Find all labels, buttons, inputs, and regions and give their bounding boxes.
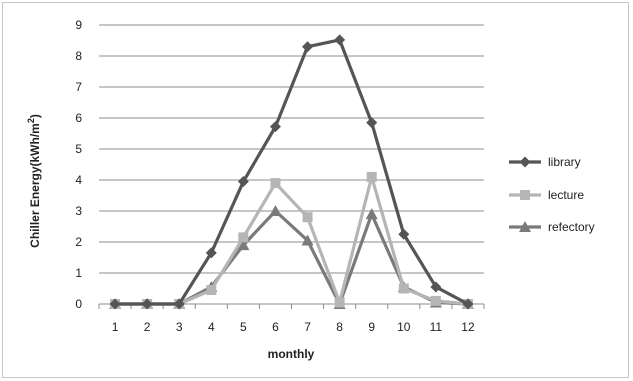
data-point-lecture [238,232,249,243]
y-tick-label: 4 [75,173,82,187]
data-point-library [141,298,153,310]
y-tick-label: 5 [75,142,82,156]
legend-item-lecture: lecture [509,188,584,202]
x-tick-label: 1 [112,320,119,334]
gridlines [99,24,484,305]
data-point-library [269,121,281,133]
data-point-lecture [334,297,345,308]
data-point-library [462,298,474,310]
data-point-library [366,117,378,129]
data-point-lecture [206,285,217,296]
x-tick-labels: 1 2 3 4 5 6 7 8 9 10 11 12 [98,304,485,334]
x-tick-label: 6 [272,320,279,334]
legend-item-library: library [509,155,581,169]
series-lecture [110,171,473,309]
y-tick-label: 1 [75,266,82,280]
legend: library lecture refectory [509,155,595,234]
x-tick-label: 12 [461,320,475,334]
data-point-lecture [430,295,441,306]
series-library [109,34,474,310]
data-point-lecture [366,171,377,182]
data-point-lecture [302,212,313,223]
series-layer [109,34,474,310]
y-tick-label: 0 [75,297,82,311]
y-axis-title-close: ) [28,114,42,118]
data-point-refectory [365,208,378,220]
y-axis-title: Chiller Energy(kWh/m2) [26,114,42,248]
data-point-library [173,298,185,310]
x-tick-label: 4 [208,320,215,334]
data-point-refectory [237,239,250,251]
series-line-library [115,38,469,306]
series-line-lecture [115,175,469,306]
y-axis-title-superscript: 2 [26,118,36,123]
data-point-refectory [301,234,314,246]
data-point-library [334,34,346,46]
data-point-library [430,281,442,293]
x-tick-label: 8 [336,320,343,334]
legend-marker [519,156,531,168]
data-point-refectory [269,205,282,216]
y-tick-label: 6 [75,111,82,125]
x-tick-label: 3 [176,320,183,334]
legend-label: lecture [548,188,584,202]
x-tick-label: 11 [430,320,443,334]
y-tick-label: 9 [75,18,82,32]
y-tick-label: 3 [75,204,82,218]
legend-label: refectory [548,220,595,234]
x-tick-label: 10 [397,320,411,334]
x-tick-label: 2 [144,320,151,334]
y-tick-label: 7 [75,80,82,94]
x-tick-label: 7 [304,320,311,334]
x-tick-label: 5 [240,320,247,334]
x-tick-label: 9 [368,320,375,334]
legend-label: library [548,155,581,169]
series-line-refectory [115,209,469,306]
data-point-lecture [270,178,281,189]
y-tick-label: 2 [75,235,82,249]
legend-marker [520,190,530,200]
data-point-library [302,41,314,53]
data-point-library [398,228,410,240]
y-axis-title-main: Chiller Energy(kWh/m [28,123,42,248]
legend-item-refectory: refectory [509,220,595,234]
x-axis-title: monthly [268,347,315,361]
y-tick-label: 8 [75,49,82,63]
legend-marker [519,221,531,232]
data-point-library [109,298,121,310]
data-point-library [237,176,249,188]
y-tick-labels: 0 1 2 3 4 5 6 7 8 9 [75,18,82,311]
data-point-library [205,247,217,259]
data-point-lecture [398,283,409,294]
